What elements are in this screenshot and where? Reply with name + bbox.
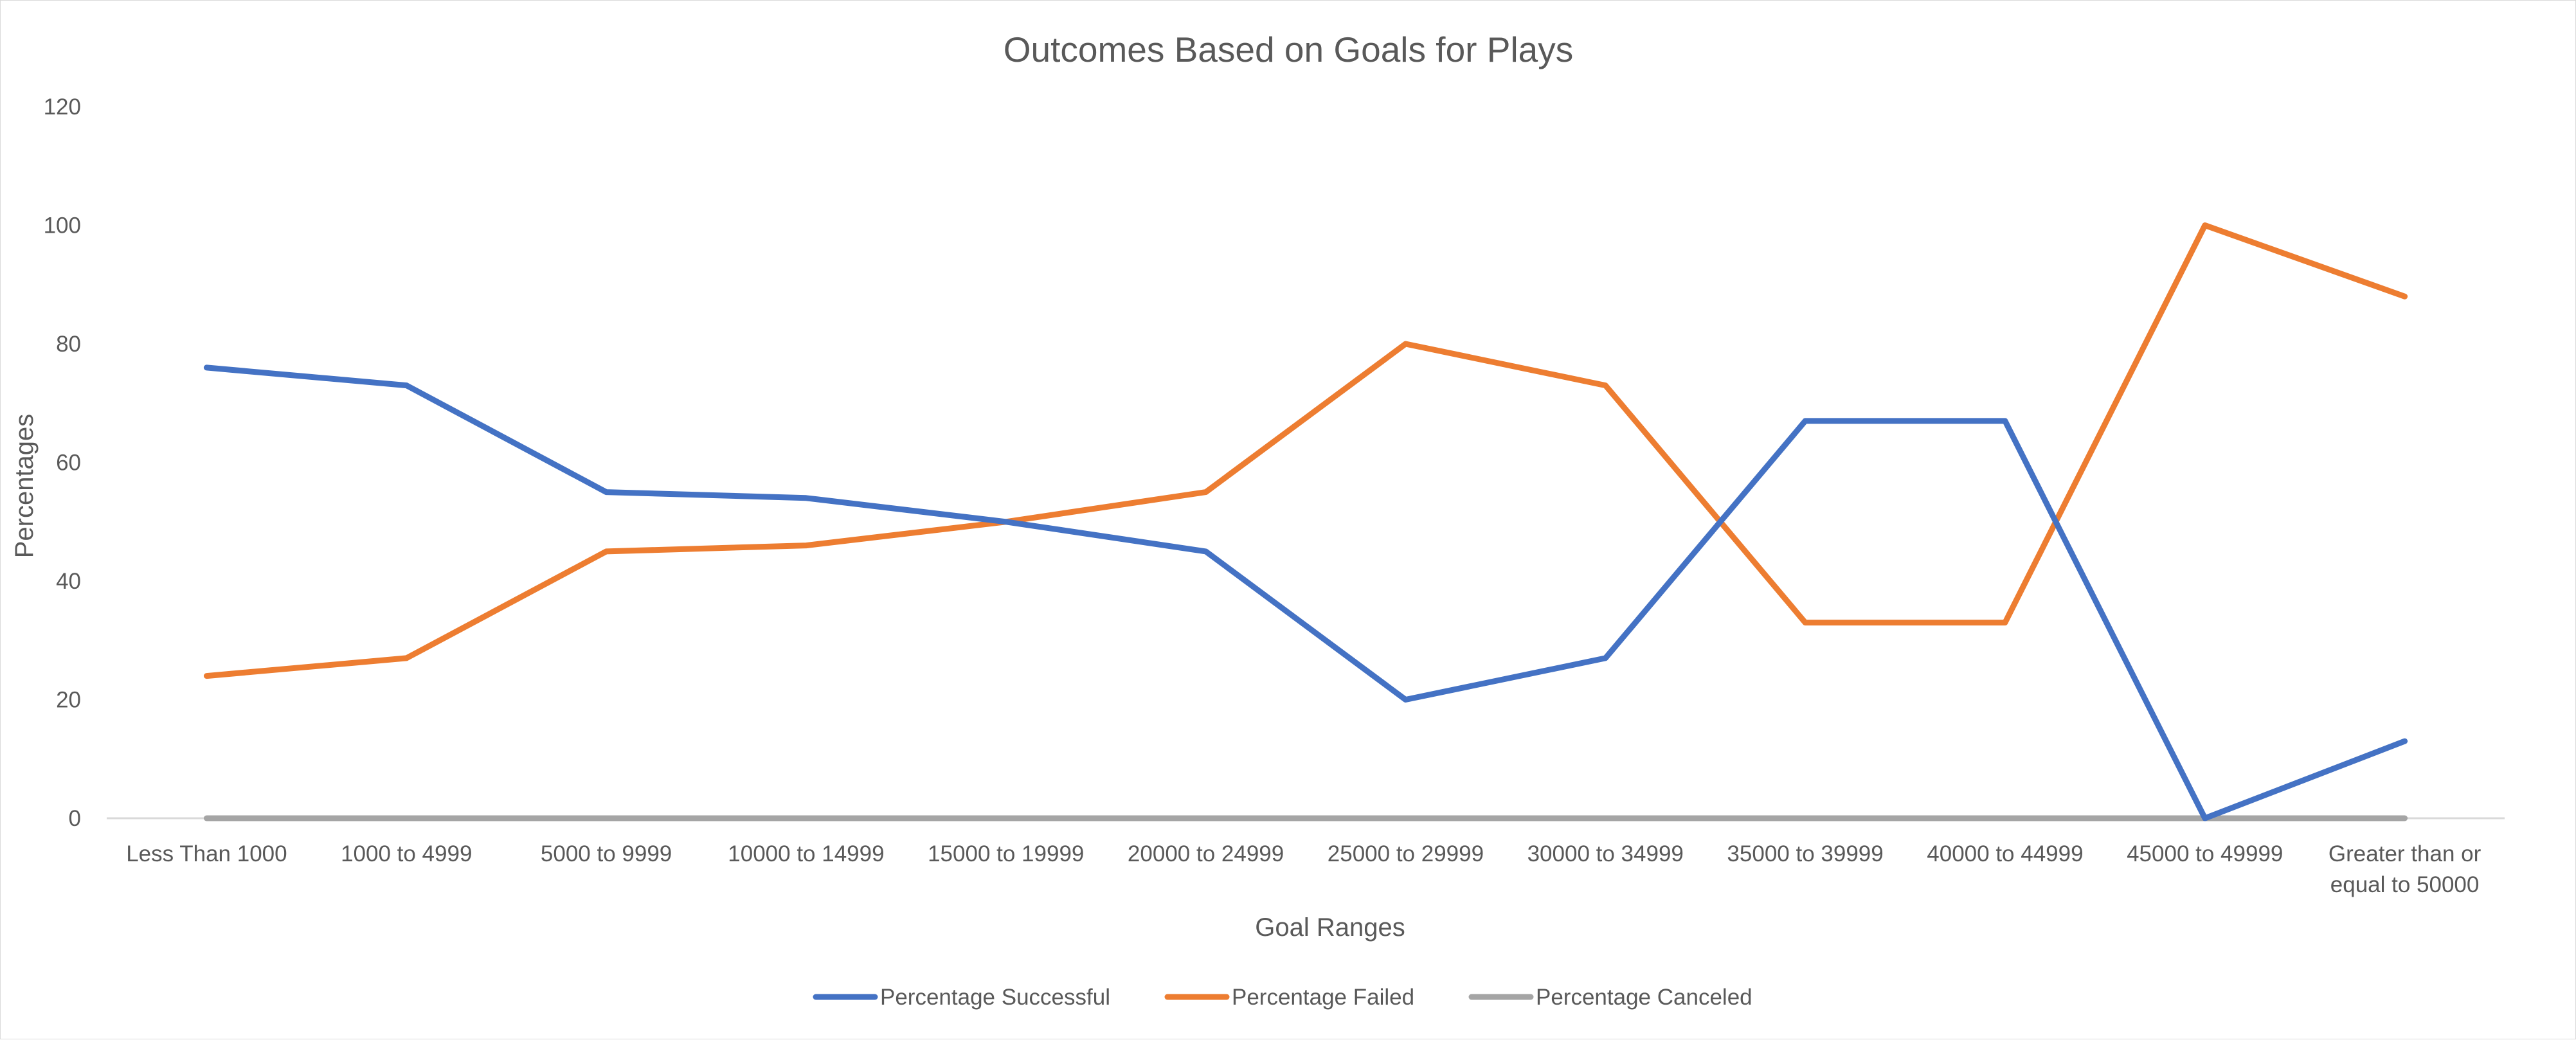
x-axis-ticks: Less Than 1000 1000 to 4999 5000 to 9999 10… xyxy=(126,841,2481,897)
legend: Percentage Successful Percentage Failed Pe… xyxy=(813,985,1752,1010)
x-tick-label: 40000 to 44999 xyxy=(1927,841,2083,866)
y-axis-title: Percentages xyxy=(10,414,39,559)
x-tick-label: 5000 to 9999 xyxy=(541,841,672,866)
series-lines xyxy=(203,222,2408,821)
x-tick-label: 1000 to 4999 xyxy=(341,841,472,866)
y-tick-label: 60 xyxy=(56,451,81,476)
series-line-percentage-failed xyxy=(203,222,2408,679)
chart-title: Outcomes Based on Goals for Plays xyxy=(1004,30,1574,69)
x-tick-label: 35000 to 39999 xyxy=(1727,841,1883,866)
x-tick-label: 30000 to 34999 xyxy=(1527,841,1684,866)
x-tick-label: 45000 to 49999 xyxy=(2127,841,2283,866)
y-tick-label: 100 xyxy=(44,213,81,238)
y-tick-label: 80 xyxy=(56,332,81,357)
x-tick-label: 20000 to 24999 xyxy=(1128,841,1284,866)
x-tick-label: 10000 to 14999 xyxy=(728,841,884,866)
y-tick-label: 20 xyxy=(56,688,81,713)
x-tick-label: 25000 to 29999 xyxy=(1328,841,1484,866)
legend-label: Percentage Canceled xyxy=(1536,985,1752,1010)
x-axis-title: Goal Ranges xyxy=(1255,913,1405,942)
y-tick-label: 120 xyxy=(44,94,81,120)
y-tick-label: 0 xyxy=(69,806,81,831)
y-tick-label: 40 xyxy=(56,569,81,594)
y-axis-ticks: 0 20 40 60 80 100 120 xyxy=(44,94,81,831)
series-line-percentage-successful xyxy=(203,364,2408,821)
legend-label: Percentage Successful xyxy=(880,985,1110,1010)
x-tick-label: Greater than or equal to 50000 xyxy=(2328,841,2481,897)
legend-label: Percentage Failed xyxy=(1232,985,1414,1010)
x-tick-label: 15000 to 19999 xyxy=(928,841,1084,866)
x-tick-label: Less Than 1000 xyxy=(126,841,287,866)
